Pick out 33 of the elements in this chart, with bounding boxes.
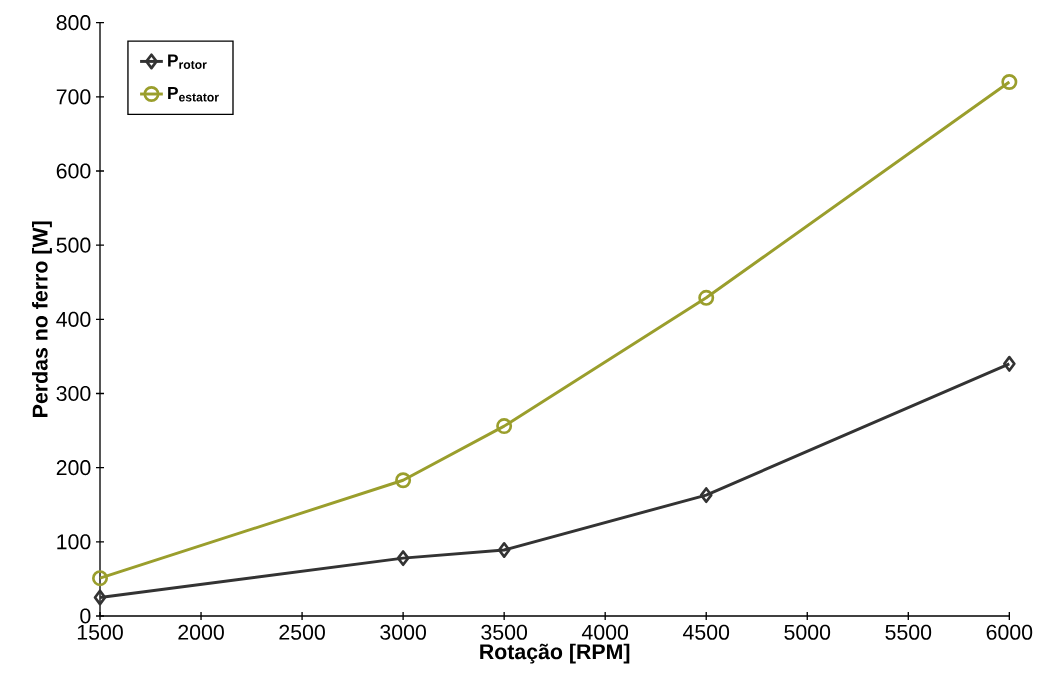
point	[92, 570, 109, 587]
x-tick-label: 5500	[885, 624, 932, 640]
point	[699, 487, 713, 504]
x-tick-label: 5000	[784, 624, 831, 640]
y-tick-label: 500	[56, 237, 91, 253]
x-tick-label: 6000	[986, 624, 1033, 640]
x-tick-label: 4500	[682, 624, 730, 640]
x-tick-label: 3000	[380, 624, 426, 640]
x-tick-label: 2000	[178, 624, 224, 640]
legend-label: P$_{estator}$	[168, 87, 219, 102]
y-tick-label: 800	[56, 15, 91, 31]
point	[93, 589, 107, 606]
x-axis-title: Rotação [RPM]	[480, 643, 630, 664]
x-tick-label: 3500	[481, 624, 528, 640]
x-tick-label: 2500	[279, 624, 325, 640]
y-tick-label: 0	[80, 608, 91, 624]
point	[396, 550, 410, 567]
legend-label: P$_{rotor}$	[168, 54, 207, 69]
y-tick-label: 100	[57, 534, 91, 550]
y-axis-title: Perdas no ferro [W]	[32, 221, 52, 417]
x-tick-label: 1500	[77, 624, 123, 640]
y-tick-label: 300	[56, 385, 91, 402]
y-tick-label: 200	[56, 460, 91, 476]
point	[496, 418, 513, 435]
x-tick-label: 4000	[581, 624, 629, 640]
point	[1002, 355, 1016, 372]
point	[1001, 73, 1018, 90]
point	[497, 541, 511, 558]
y-tick-label: 600	[56, 163, 91, 179]
y-tick-label: 700	[56, 89, 91, 105]
y-tick-label: 400	[56, 311, 91, 327]
point	[698, 289, 715, 306]
point	[395, 472, 412, 489]
